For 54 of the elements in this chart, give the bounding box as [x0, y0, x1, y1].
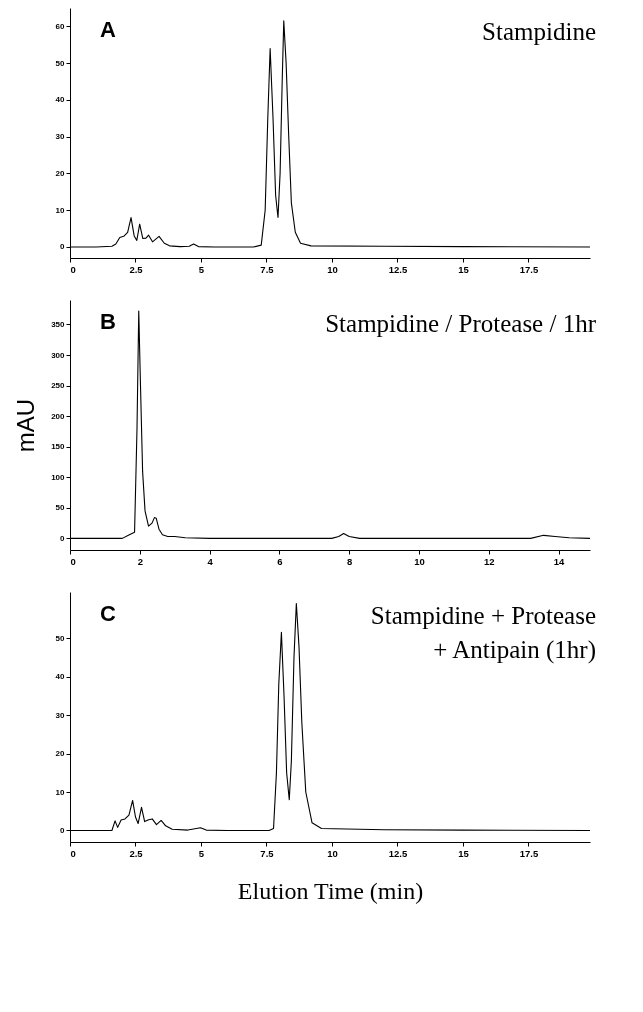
y-tick-label: 350: [51, 319, 66, 329]
x-tick-label: 2: [137, 555, 143, 567]
x-tick-label: 14: [553, 555, 566, 567]
x-tick-label: 10: [414, 555, 425, 567]
x-tick-label: 0: [70, 555, 76, 567]
y-tick-label: 60: [55, 21, 66, 31]
x-tick-label: 10: [327, 847, 338, 859]
y-tick-label: 100: [51, 472, 66, 482]
y-tick-label: 10: [55, 787, 66, 797]
x-tick-label: 5: [198, 263, 205, 275]
x-tick-label: 15: [458, 263, 470, 275]
x-tick-label: 4: [207, 555, 214, 567]
y-tick-label: 40: [55, 672, 66, 682]
y-tick-label: 20: [55, 168, 66, 178]
y-tick-label: 50: [55, 633, 66, 643]
chart-title: A: [100, 17, 116, 42]
x-tick-label: 15: [458, 847, 470, 859]
y-tick-label: 300: [51, 350, 66, 360]
x-axis-title: Elution Time (min): [237, 878, 424, 904]
x-tick-label: 7.5: [260, 263, 275, 275]
y-tick-label: 150: [51, 442, 66, 452]
x-tick-label: 6: [277, 555, 283, 567]
chart-title: B: [100, 309, 116, 334]
annotation: Stampidine + Protease: [370, 602, 596, 629]
y-tick-label: 50: [55, 503, 66, 513]
x-tick-label: 12.5: [388, 263, 408, 275]
x-tick-label: 12: [484, 555, 495, 567]
annotation: + Antipain (1hr): [433, 636, 596, 664]
y-axis-title: mAU: [12, 398, 40, 453]
x-tick-label: 17.5: [519, 263, 539, 275]
x-tick-label: 12.5: [388, 847, 408, 859]
annotation: Stampidine: [482, 18, 596, 45]
y-tick-label: 40: [55, 95, 66, 105]
y-tick-label: 10: [55, 205, 66, 215]
x-tick-label: 0: [70, 847, 76, 859]
y-tick-label: 0: [60, 533, 66, 543]
x-tick-label: 10: [327, 263, 338, 275]
x-tick-label: 0: [70, 263, 76, 275]
x-tick-label: 8: [347, 555, 353, 567]
y-tick-label: 50: [55, 58, 66, 68]
annotation: Stampidine / Protease / 1hr: [325, 310, 597, 337]
x-tick-label: 17.5: [519, 847, 539, 859]
x-tick-label: 7.5: [260, 847, 275, 859]
x-tick-label: 2.5: [129, 847, 144, 859]
y-tick-label: 30: [55, 710, 66, 720]
y-tick-label: 0: [60, 825, 66, 835]
y-tick-label: 20: [55, 749, 66, 759]
y-tick-label: 250: [51, 381, 66, 391]
chart-title: C: [100, 601, 116, 626]
y-tick-label: 30: [55, 132, 66, 142]
x-tick-label: 2.5: [129, 263, 144, 275]
y-tick-label: 200: [51, 411, 66, 421]
y-tick-label: 0: [60, 242, 66, 252]
x-tick-label: 5: [198, 847, 205, 859]
